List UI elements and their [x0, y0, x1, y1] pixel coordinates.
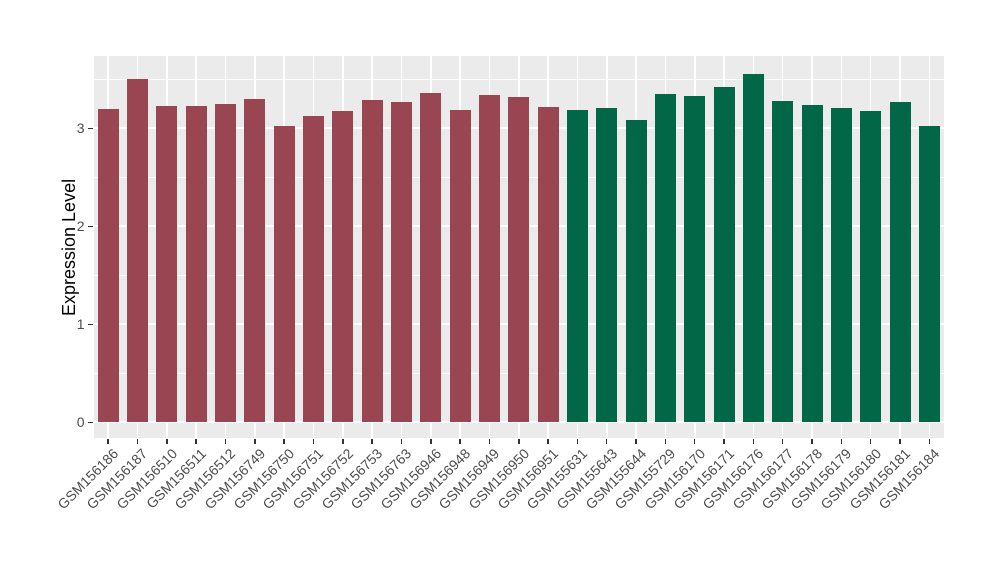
x-tick-mark [459, 439, 461, 444]
bar-GSM156763 [390, 102, 412, 423]
x-tick-mark [605, 439, 608, 444]
bar-GSM156751 [302, 115, 324, 423]
bar-GSM156749 [244, 99, 266, 423]
x-tick-mark [107, 439, 109, 444]
x-tick-mark [312, 439, 315, 444]
x-tick-mark [136, 439, 139, 444]
bar-GSM156948 [449, 109, 471, 423]
x-tick-mark [869, 439, 872, 444]
x-tick-mark [723, 439, 725, 444]
bar-GSM156510 [156, 105, 178, 423]
y-tick-mark [88, 421, 93, 424]
x-tick-mark [635, 439, 637, 444]
x-tick-mark [371, 439, 373, 444]
y-tick-mark [88, 323, 93, 326]
bar-GSM156512 [214, 103, 236, 423]
bar-GSM156170 [684, 96, 706, 423]
bar-GSM156752 [332, 110, 354, 423]
bar-GSM156950 [508, 97, 530, 423]
plot-panel [93, 56, 944, 438]
x-tick-mark [166, 439, 168, 444]
x-tick-mark [576, 439, 579, 444]
x-tick-mark [840, 439, 843, 444]
bar-GSM156177 [772, 101, 794, 423]
bar-GSM156180 [860, 110, 882, 423]
x-tick-mark [664, 439, 667, 444]
bar-GSM156176 [742, 73, 764, 423]
x-tick-mark [488, 439, 491, 444]
x-tick-mark [254, 439, 256, 444]
bar-GSM156949 [478, 95, 500, 423]
bar-GSM156753 [361, 100, 383, 423]
y-axis-title: Expression Level [59, 178, 79, 316]
y-tick-label: 3 [76, 120, 85, 137]
bar-GSM156178 [801, 104, 823, 423]
x-tick-mark [547, 439, 549, 444]
bar-GSM156184 [918, 125, 940, 423]
y-tick-label: 0 [76, 414, 85, 431]
x-tick-mark [928, 439, 931, 444]
bar-GSM156186 [97, 108, 119, 423]
bar-GSM155643 [596, 107, 618, 423]
x-tick-mark [195, 439, 197, 444]
x-tick-mark [693, 439, 696, 444]
bar-GSM156179 [830, 107, 852, 423]
bar-GSM156750 [273, 125, 295, 423]
bar-GSM156171 [713, 87, 735, 423]
x-tick-mark [811, 439, 813, 444]
bar-GSM156946 [420, 93, 442, 423]
x-tick-mark [752, 439, 755, 444]
x-tick-mark [899, 439, 901, 444]
bar-GSM156181 [889, 102, 911, 423]
x-tick-mark [400, 439, 403, 444]
y-tick-mark [88, 127, 93, 130]
y-tick-label: 2 [76, 218, 85, 235]
bar-GSM155631 [566, 109, 588, 423]
y-tick-mark [88, 225, 93, 228]
x-tick-mark [283, 439, 285, 444]
x-tick-mark [224, 439, 227, 444]
bar-GSM156951 [537, 106, 559, 423]
x-tick-mark [781, 439, 784, 444]
x-tick-mark [342, 439, 344, 444]
x-tick-mark [518, 439, 520, 444]
bar-GSM155644 [625, 119, 647, 423]
x-tick-mark [430, 439, 432, 444]
bar-GSM155729 [654, 94, 676, 423]
bar-GSM156187 [126, 78, 148, 423]
bar-GSM156511 [185, 105, 207, 423]
y-tick-label: 1 [76, 316, 85, 333]
